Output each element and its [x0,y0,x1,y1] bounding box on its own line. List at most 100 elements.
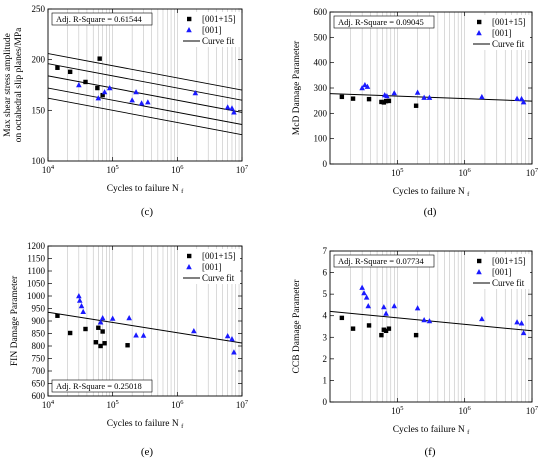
data-point-triangle [99,315,106,321]
y-tick-label: 5 [323,289,328,299]
data-point-square [339,315,345,321]
x-tick-base: 10 [42,165,52,175]
data-point-triangle [381,304,387,310]
x-tick-label: 104 [42,399,55,410]
plot-content [330,81,532,108]
x-tick-exponent: 6 [468,167,472,174]
y-axis-label: FIN Damage Parameter [10,275,20,366]
panel-label: (d) [424,206,437,218]
y-tick-label: 4 [323,311,328,321]
y-axis-label: McD Damage Parameter [292,40,302,135]
confidence-band-line [48,97,242,136]
rsq-annotation: Adj. R-Square = 0.09045 [333,15,435,29]
plot-frame [47,245,243,397]
data-point-triangle [140,332,147,338]
rsq-text: Adj. R-Square = 0.07734 [338,256,425,266]
legend-label: [001] [492,267,512,277]
rsq-text: Adj. R-Square = 0.09045 [338,17,424,27]
x-tick-label: 104 [42,164,55,175]
x-tick-label: 107 [526,405,539,416]
y-tick-label: 200 [32,55,46,65]
data-point-triangle [383,310,389,316]
panel-label: (f) [425,446,436,458]
legend-label: [001] [202,25,222,35]
x-axis-label: Cycles to failure N f [393,186,470,198]
y-tick-label: 3 [323,332,328,342]
legend-label: [001+15] [202,251,236,261]
data-point-triangle [479,93,485,100]
y-tick-label: 1 [323,375,328,385]
legend-label: Curve fit [492,278,525,288]
y-tick-label: 250 [32,4,46,14]
plot-frame [47,8,243,162]
legend: [001+15][001]Curve fit [180,249,240,284]
legend-marker-triangle [476,269,482,275]
legend-label: Curve fit [202,36,235,46]
y-tick-label: 1100 [27,266,45,276]
x-tick-base: 10 [459,168,469,178]
data-point-triangle [229,336,235,342]
y-tick-label: 1150 [27,254,45,264]
panel-label: (c) [141,206,154,218]
x-axis-label-subscript: f [467,429,470,436]
legend-marker-square [187,253,192,259]
data-point-triangle [224,104,231,110]
x-tick-exponent: 7 [535,167,539,174]
data-point-square [100,92,105,98]
data-point-triangle [364,83,371,89]
data-point-triangle [191,328,197,334]
data-point-triangle [145,99,151,105]
data-point-square [413,103,419,108]
y-tick-label: 100 [314,134,328,144]
x-tick-exponent: 7 [535,405,539,412]
data-point-triangle [391,303,398,309]
data-point-triangle [138,100,145,106]
y-tick-label: 1050 [27,279,46,289]
data-point-square [379,332,384,338]
data-point-square [97,56,102,61]
data-point-square [93,340,99,345]
data-point-square [366,323,372,328]
data-point-triangle [192,90,199,96]
data-point-square [125,343,130,348]
y-axis-label: CCB Damage Parameter [292,279,302,374]
data-point-square [96,325,101,330]
legend-label: [001+15] [492,17,526,27]
data-point-triangle [359,85,365,91]
data-point-square [386,326,392,331]
y-tick-label: 300 [314,83,328,93]
plot-content [48,293,242,355]
rsq-annotation: Adj. R-Square = 0.07734 [333,254,435,268]
data-point-triangle [391,90,398,96]
x-axis-label: Cycles to failure N f [107,418,184,430]
data-point-triangle [421,94,427,100]
confidence-band-line [48,53,242,91]
rsq-text: Adj. R-Square = 0.25018 [56,381,142,391]
data-point-triangle [76,82,82,88]
data-point-triangle [365,303,372,309]
curve-fit-line [48,311,242,344]
panel-label: (e) [141,446,154,458]
y-axis-label: on octahedral slip planes/MPa [14,27,24,143]
x-tick-exponent: 7 [245,399,249,406]
data-point-triangle [101,89,108,95]
data-point-square [339,94,345,100]
x-tick-label: 106 [171,164,184,175]
y-tick-label: 600 [314,7,328,17]
legend-label: [001+15] [492,256,526,266]
data-point-square [102,341,107,346]
x-tick-exponent: 4 [51,164,55,171]
data-point-triangle [518,320,525,326]
data-point-triangle [224,333,231,339]
data-point-triangle [133,89,139,95]
rsq-box [51,12,153,26]
legend-marker-square [187,16,192,22]
legend: [001+15][001]Curve fit [470,254,530,289]
data-point-square [381,100,387,105]
x-tick-base: 10 [107,400,117,410]
legend-marker-square [477,19,482,25]
data-point-triangle [520,329,527,336]
data-point-square [350,96,356,101]
